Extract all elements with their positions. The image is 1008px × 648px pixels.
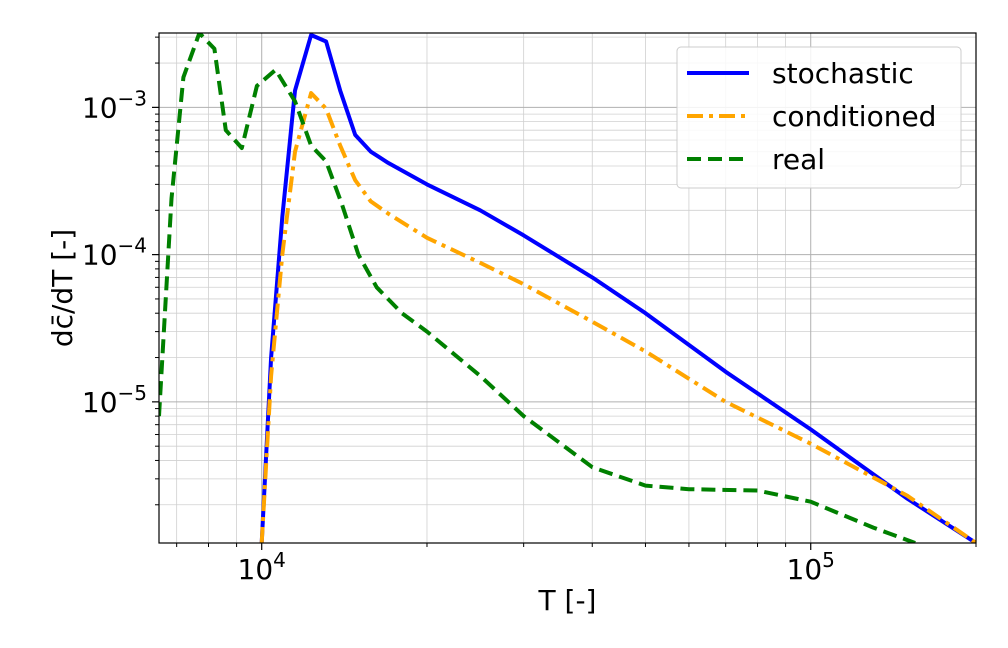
x-tick-label: 104 bbox=[238, 548, 286, 586]
series-line-conditioned bbox=[259, 91, 976, 543]
y-tick-label: 10−4 bbox=[82, 234, 147, 272]
plot-frame bbox=[158, 32, 977, 544]
x-axis-label: T [-] bbox=[538, 584, 597, 617]
y-axis-label: dc̄/dT [-] bbox=[46, 229, 79, 347]
series-line-stochastic bbox=[259, 33, 976, 543]
legend: stochastic conditioned real bbox=[676, 46, 962, 189]
y-tick-label: 10−5 bbox=[82, 381, 147, 419]
series-line-real bbox=[159, 33, 916, 543]
y-axis-ticks: 10−5 10−4 10−3 bbox=[82, 36, 159, 506]
y-tick-label: 10−3 bbox=[82, 86, 147, 124]
legend-entry-stochastic: stochastic bbox=[772, 57, 914, 90]
legend-box bbox=[676, 46, 962, 189]
legend-entry-conditioned: conditioned bbox=[772, 100, 936, 133]
x-tick-label: 105 bbox=[787, 548, 835, 586]
x-axis-ticks: 104 105 bbox=[176, 543, 977, 586]
legend-entry-real: real bbox=[772, 143, 825, 176]
series-layer bbox=[159, 33, 976, 543]
